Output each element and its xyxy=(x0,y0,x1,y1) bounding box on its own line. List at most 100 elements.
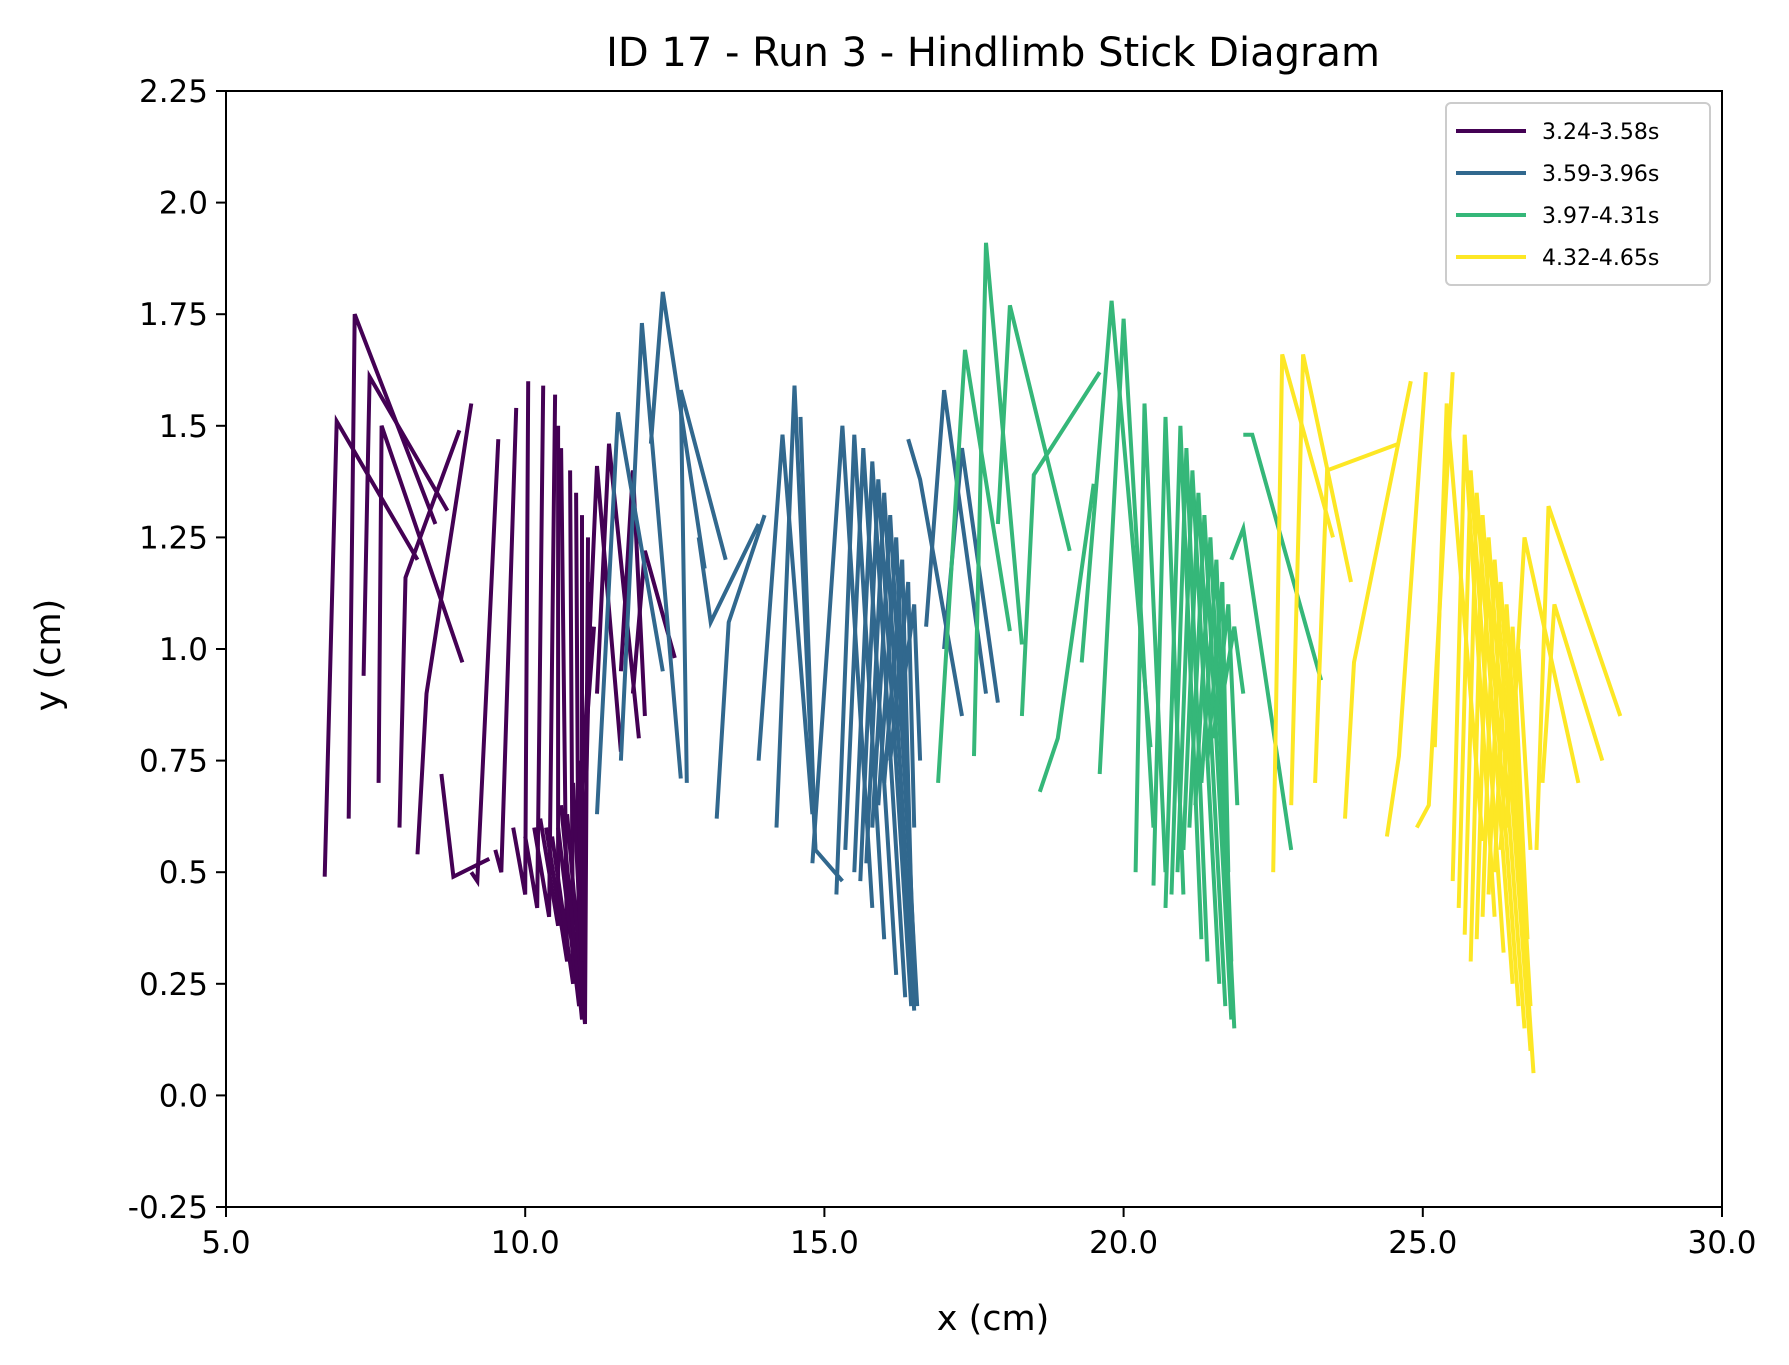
stick-line xyxy=(376,425,465,783)
stick-line xyxy=(1498,626,1530,940)
stick-line xyxy=(1271,353,1335,873)
stick-line xyxy=(696,523,761,629)
y-tick-label: 1.5 xyxy=(159,409,208,445)
stick-line xyxy=(1019,371,1102,717)
stick-line xyxy=(972,242,1024,757)
series-1 xyxy=(322,313,677,1025)
stick-line xyxy=(995,304,1072,552)
stick-line xyxy=(648,291,707,569)
stick-line xyxy=(810,425,875,909)
stick-line xyxy=(1163,425,1204,940)
stick-line xyxy=(544,448,570,962)
x-tick-label: 25.0 xyxy=(1388,1225,1457,1261)
stick-line xyxy=(1181,492,1228,1007)
stick-line xyxy=(1474,537,1527,1029)
stick-line xyxy=(583,465,623,752)
x-tick-label: 20.0 xyxy=(1089,1225,1158,1261)
stick-line xyxy=(843,447,899,976)
stick-line xyxy=(1187,514,1234,1020)
x-tick-label: 15.0 xyxy=(790,1225,859,1261)
stick-line xyxy=(346,313,438,819)
stick-line xyxy=(1217,626,1246,717)
stick-line xyxy=(397,429,462,828)
x-tick-label: 5.0 xyxy=(201,1225,250,1261)
stick-line xyxy=(936,349,1012,784)
stick-line xyxy=(415,403,474,855)
stick-line xyxy=(361,369,450,676)
x-tick-label: 10.0 xyxy=(491,1225,560,1261)
legend-label: 3.24-3.58s xyxy=(1542,120,1659,145)
x-axis-label: x (cm) xyxy=(937,1299,1050,1339)
stick-line xyxy=(1169,448,1210,962)
stick-line xyxy=(511,381,531,895)
stick-line xyxy=(577,626,596,828)
chart-title: ID 17 - Run 3 - Hindlimb Stick Diagram xyxy=(606,30,1380,76)
stick-line xyxy=(630,550,677,694)
stick-line xyxy=(1175,470,1222,984)
stick-line xyxy=(1205,581,1231,873)
stick-line xyxy=(538,425,561,927)
legend: 3.24-3.58s 3.59-3.96s 3.97-4.31s 4.32-4.65s xyxy=(1445,102,1711,286)
stick-line xyxy=(894,604,923,761)
stick-line xyxy=(1510,536,1581,784)
series-4 xyxy=(1271,353,1623,1074)
y-tick-label: 0.5 xyxy=(159,855,208,891)
stick-line xyxy=(882,559,914,895)
legend-label: 3.97-4.31s xyxy=(1542,204,1659,229)
stick-line xyxy=(595,412,665,815)
stick-line xyxy=(595,443,641,739)
stick-line xyxy=(1037,483,1096,793)
stick-line xyxy=(1480,559,1533,1051)
stick-line xyxy=(1079,300,1153,748)
stick-line xyxy=(322,414,420,877)
stick-line xyxy=(1229,520,1294,851)
y-tick-label: -0.25 xyxy=(128,1190,208,1226)
stick-line xyxy=(1313,441,1400,783)
stick-line xyxy=(1211,604,1240,806)
legend-label: 4.32-4.65s xyxy=(1542,246,1659,271)
y-tick-label: 1.25 xyxy=(139,520,208,556)
y-axis: -0.25 0.0 0.25 0.5 0.75 1.0 1.25 1.5 1.75 2.0 2.25 xyxy=(128,74,226,1226)
y-tick-label: 2.0 xyxy=(159,186,208,222)
stick-line xyxy=(1243,432,1324,681)
y-tick-label: 0.0 xyxy=(159,1078,208,1114)
stick-line xyxy=(714,514,767,819)
stick-line xyxy=(864,492,917,1011)
stick-line xyxy=(1289,353,1353,806)
stick-line xyxy=(798,416,844,883)
legend-box xyxy=(1445,102,1711,286)
stick-line xyxy=(1540,603,1605,784)
y-tick-label: 0.75 xyxy=(139,744,208,780)
x-tick-label: 30.0 xyxy=(1687,1225,1756,1261)
stick-line xyxy=(756,434,815,815)
y-tick-label: 0.25 xyxy=(139,967,208,1003)
stick-line xyxy=(888,581,917,828)
stick-line xyxy=(678,389,728,783)
stick-line xyxy=(852,461,908,998)
plot-area xyxy=(322,242,1623,1074)
stick-line xyxy=(1450,434,1497,917)
stick-line xyxy=(550,470,576,985)
stick-line xyxy=(858,479,914,1007)
stick-line xyxy=(532,394,558,918)
y-axis-label: y (cm) xyxy=(29,599,69,712)
stick-line xyxy=(924,389,988,694)
stick-line xyxy=(1343,380,1413,819)
stick-line xyxy=(493,407,519,873)
stick-line xyxy=(1534,505,1623,850)
stick-line xyxy=(1468,514,1521,1007)
stick-line xyxy=(1486,581,1536,1074)
stick-line xyxy=(618,322,683,779)
y-tick-label: 1.0 xyxy=(159,632,208,668)
series-2 xyxy=(595,291,1000,1011)
series-3 xyxy=(936,242,1324,1029)
stick-line xyxy=(1097,318,1156,828)
stick-line xyxy=(1384,372,1428,837)
legend-label: 3.59-3.96s xyxy=(1542,162,1659,187)
y-tick-label: 2.25 xyxy=(139,74,208,110)
stick-line xyxy=(523,385,546,909)
y-tick-label: 1.75 xyxy=(139,297,208,333)
stick-line xyxy=(559,515,584,1020)
